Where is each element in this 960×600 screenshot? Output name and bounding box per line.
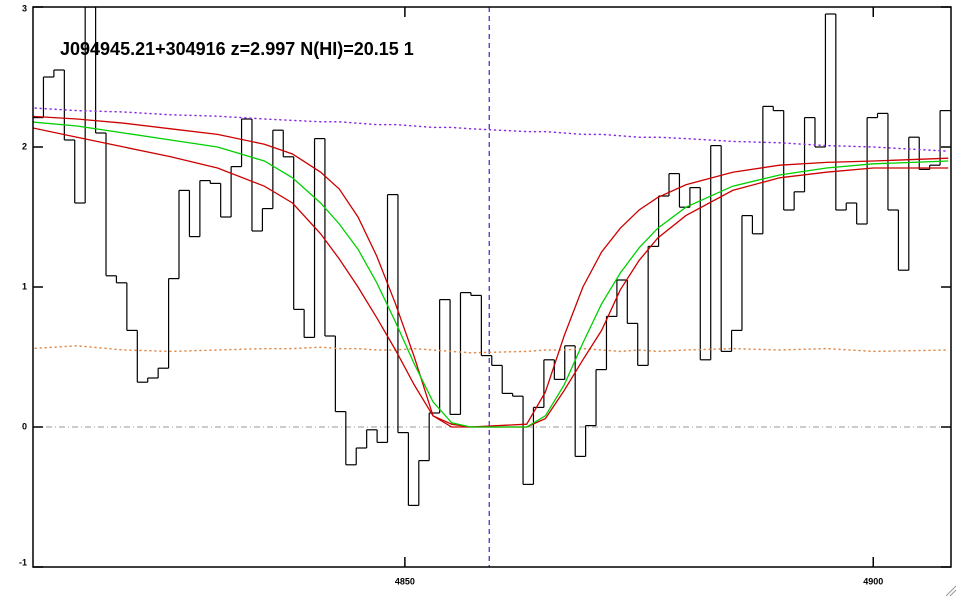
- fit-curve: [33, 121, 949, 428]
- y-tick-label: 1: [22, 281, 27, 291]
- dotted-curve: [33, 345, 949, 354]
- dotted-curve: [33, 107, 949, 152]
- y-tick-label: 3: [22, 3, 27, 13]
- chart-title: J094945.21+304916 z=2.997 N(HI)=20.15 1: [60, 39, 414, 59]
- y-tick-label: 2: [22, 141, 27, 151]
- x-tick-label: 4850: [395, 576, 415, 586]
- fit-curve: [33, 127, 949, 428]
- x-tick-label: 4900: [863, 576, 883, 586]
- y-tick-label: -1: [19, 557, 27, 567]
- y-tick-label: 0: [22, 421, 27, 431]
- fit-curve: [33, 115, 949, 428]
- resize-grip: [945, 585, 957, 597]
- plot-area: [33, 7, 951, 567]
